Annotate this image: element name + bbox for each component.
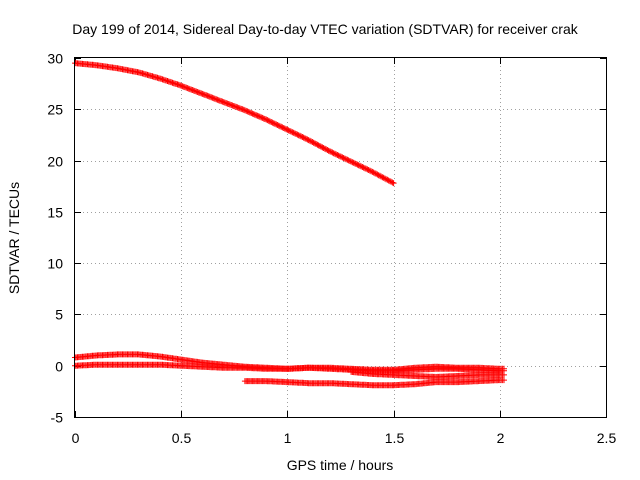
data-points [72,60,507,389]
y-tick-label: 0 [55,359,63,375]
x-tick-label: 1.5 [385,430,405,446]
x-tick-label: 1 [284,430,292,446]
y-tick-label: 10 [47,256,63,272]
series-markers [348,368,507,380]
series-sat-a [72,60,397,187]
x-tick-label: 2 [497,430,505,446]
chart-title: Day 199 of 2014, Sidereal Day-to-day VTE… [72,21,578,37]
x-axis-title: GPS time / hours [287,457,394,473]
y-tick-label: 20 [47,154,63,170]
y-tick-label: 15 [47,205,63,221]
plot-frame [74,57,607,418]
y-tick-label: 25 [47,102,63,118]
x-tick-label: 0.5 [172,430,192,446]
y-tick-label: 5 [55,307,63,323]
series-sat-e [348,368,507,380]
series-sat-d [241,377,507,389]
x-tick-label: 0 [72,430,80,446]
series-markers [241,377,507,389]
series-markers [72,60,397,187]
series-sat-c [72,361,507,373]
y-tick-label: -5 [51,410,64,426]
tick-labels: 0 0.5 1 1.5 2 2.5 -5 0 5 10 15 20 25 30 [47,51,616,447]
y-tick-label: 30 [47,51,63,67]
series-markers [72,361,507,373]
y-axis-title: SDTVAR / TECUs [6,182,22,294]
x-tick-label: 2.5 [597,430,617,446]
